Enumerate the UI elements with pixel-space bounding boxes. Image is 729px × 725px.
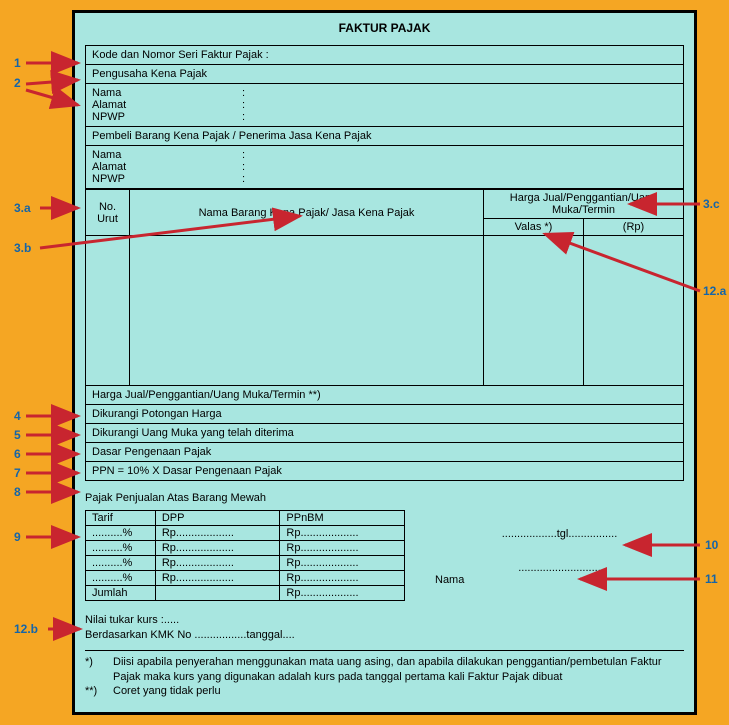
col-valas: Valas *) [484,219,584,236]
ppnbm-col-ppnbm: PPnBM [280,511,405,526]
annotation-2: 2 [14,76,21,90]
items-valas-cell [484,236,584,386]
ppnbm-row: ..........%Rp...................Rp......… [86,526,405,541]
pkp-alamat-label: Alamat [92,99,242,111]
ppnbm-jumlah-row: JumlahRp................... [86,586,405,601]
pembeli-alamat-label: Alamat [92,161,242,173]
ppnbm-title: Pajak Penjualan Atas Barang Mewah [85,489,684,510]
annotation-8: 8 [14,485,21,499]
summary-potongan: Dikurangi Potongan Harga [85,405,684,424]
annotation-12b: 12.b [14,622,38,636]
pembeli-header: Pembeli Barang Kena Pajak / Penerima Jas… [85,127,684,146]
ppnbm-row: ..........%Rp...................Rp......… [86,556,405,571]
summary-ppn: PPN = 10% X Dasar Pengenaan Pajak [85,462,684,481]
col-nama-barang: Nama Barang Kena Pajak/ Jasa Kena Pajak [130,190,484,236]
pkp-nama-label: Nama [92,87,242,99]
fn1-mark: *) [85,655,113,685]
signature-block: ..................tgl................ ..… [435,510,684,601]
items-no-cell [86,236,130,386]
summary-harga: Harga Jual/Penggantian/Uang Muka/Termin … [85,386,684,405]
notes-block: Nilai tukar kurs :..... Berdasarkan KMK … [85,613,684,644]
ppnbm-row: ..........%Rp...................Rp......… [86,571,405,586]
annotation-12a: 12.a [703,284,726,298]
sign-nama-label: Nama [435,574,684,586]
pkp-fields: Nama: Alamat: NPWP: [85,84,684,127]
fn1-text: Diisi apabila penyerahan menggunakan mat… [113,655,684,685]
pembeli-nama-label: Nama [92,149,242,161]
annotation-10: 10 [705,538,718,552]
kode-nomor-row: Kode dan Nomor Seri Faktur Pajak : [85,45,684,65]
col-harga: Harga Jual/Penggantian/Uang Muka/Termin [484,190,684,219]
pembeli-npwp-label: NPWP [92,173,242,185]
fn2-text: Coret yang tidak perlu [113,684,684,699]
form-title: FAKTUR PAJAK [85,21,684,35]
annotation-11: 11 [705,572,718,586]
note-kurs: Nilai tukar kurs :..... [85,613,684,628]
annotation-4: 4 [14,409,21,423]
annotation-9: 9 [14,530,21,544]
annotation-5: 5 [14,428,21,442]
pkp-npwp-label: NPWP [92,111,242,123]
items-table: No. Urut Nama Barang Kena Pajak/ Jasa Ke… [85,189,684,386]
faktur-pajak-form: FAKTUR PAJAK Kode dan Nomor Seri Faktur … [72,10,697,715]
ppnbm-table: Tarif DPP PPnBM ..........%Rp...........… [85,510,405,601]
annotation-1: 1 [14,56,21,70]
footnotes: *)Diisi apabila penyerahan menggunakan m… [85,650,684,700]
items-rp-cell [584,236,684,386]
note-kmk: Berdasarkan KMK No .................tang… [85,628,684,643]
annotation-6: 6 [14,447,21,461]
pkp-header: Pengusaha Kena Pajak [85,65,684,84]
sign-line: ........................... [435,562,684,574]
summary-uangmuka: Dikurangi Uang Muka yang telah diterima [85,424,684,443]
ppnbm-col-tarif: Tarif [86,511,156,526]
annotation-3b: 3.b [14,241,31,255]
items-nama-cell [130,236,484,386]
ppnbm-col-dpp: DPP [155,511,280,526]
ppnbm-row: ..........%Rp...................Rp......… [86,541,405,556]
annotation-7: 7 [14,466,21,480]
col-no-urut: No. Urut [86,190,130,236]
ppnbm-block: Pajak Penjualan Atas Barang Mewah Tarif … [85,489,684,601]
summary-dasar: Dasar Pengenaan Pajak [85,443,684,462]
pembeli-fields: Nama: Alamat: NPWP: [85,146,684,189]
sign-date: ..................tgl................ [435,528,684,540]
annotation-3c: 3.c [703,197,720,211]
fn2-mark: **) [85,684,113,699]
col-rp: (Rp) [584,219,684,236]
annotation-3a: 3.a [14,201,31,215]
